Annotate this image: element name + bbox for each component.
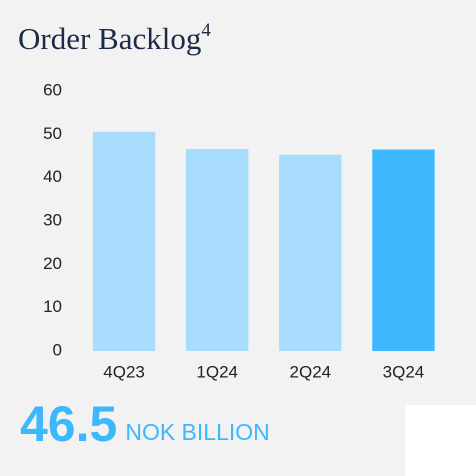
title-text: Order Backlog	[18, 21, 201, 56]
chart-title: Order Backlog4	[18, 20, 211, 56]
y-tick-label: 30	[43, 210, 62, 229]
x-tick-label: 1Q24	[196, 362, 238, 381]
bar	[372, 149, 435, 351]
y-tick-label: 20	[43, 254, 62, 273]
corner-panel	[405, 405, 476, 476]
bar	[185, 149, 249, 351]
x-tick-label: 2Q24	[290, 362, 332, 381]
bar	[92, 131, 156, 351]
y-tick-label: 10	[43, 297, 62, 316]
unit-label: NOK BILLION	[125, 419, 269, 445]
x-tick-label: 4Q23	[103, 362, 145, 381]
title-superscript: 4	[201, 20, 211, 41]
highlight-value: 46.5 NOK BILLION	[20, 396, 270, 452]
x-tick-label: 3Q24	[383, 362, 425, 381]
y-tick-label: 60	[43, 80, 62, 99]
y-tick-label: 50	[43, 124, 62, 143]
y-tick-label: 0	[53, 340, 62, 359]
y-tick-label: 40	[43, 167, 62, 186]
bar	[279, 154, 342, 351]
highlight-number: 46.5	[20, 396, 117, 452]
